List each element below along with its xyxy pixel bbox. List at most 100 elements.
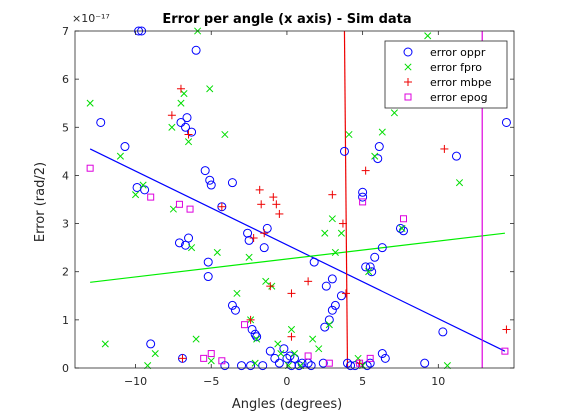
legend-label-3: error epog	[430, 91, 488, 104]
data-point-1-1-b	[101, 340, 109, 348]
data-point-0-22	[227, 300, 237, 310]
x-tick-label-3: 5	[359, 375, 366, 388]
data-point-0-18	[206, 180, 216, 190]
x-tick-label-4: 10	[431, 375, 445, 388]
data-point-0-10	[182, 113, 192, 123]
data-point-0-51	[327, 305, 337, 315]
data-markers	[86, 26, 511, 371]
data-point-0-66	[373, 154, 383, 164]
data-point-1-22-b	[262, 277, 270, 285]
data-point-0-38	[246, 361, 256, 371]
data-point-3-2	[175, 200, 183, 208]
legend-entry-2: error mbpe	[404, 76, 492, 89]
data-point-1-0	[86, 99, 94, 107]
legend: error oppr error fpro error mbpe error epog	[384, 40, 508, 109]
data-point-1-40	[371, 152, 379, 160]
data-point-0-6	[146, 339, 156, 349]
data-point-1-42	[390, 109, 398, 117]
data-point-3-1	[147, 193, 155, 201]
data-point-1-44-b	[424, 32, 432, 40]
data-point-2-11	[269, 193, 278, 202]
legend-label-2: error mbpe	[430, 76, 492, 89]
data-point-0-76	[501, 117, 511, 127]
data-point-0-14	[191, 45, 201, 55]
data-point-1-18	[233, 289, 241, 297]
data-point-1-32	[325, 321, 333, 329]
data-point-0-35	[279, 344, 289, 354]
data-point-1-12-b	[192, 335, 200, 343]
data-point-2-9	[260, 229, 269, 238]
data-point-1-48-b	[251, 359, 259, 367]
y-axis-label: Error (rad/2)	[33, 162, 48, 242]
data-point-2-12	[272, 200, 281, 209]
data-point-1-3	[131, 191, 140, 199]
data-point-2-8	[257, 200, 266, 209]
trend-line-1	[90, 232, 505, 283]
data-point-0-1	[120, 142, 130, 152]
data-point-2-2	[178, 354, 187, 363]
data-point-1-41	[378, 128, 386, 136]
data-point-0-27	[247, 324, 257, 334]
data-point-1-12	[192, 335, 200, 343]
data-point-1-35	[337, 229, 345, 237]
data-point-2-15	[287, 289, 296, 298]
data-point-3-14	[501, 347, 509, 355]
axes-box	[74, 30, 515, 369]
x-axis-label: Angles (degrees)	[232, 397, 342, 412]
data-point-1-43-b	[398, 224, 406, 232]
data-point-2-18	[338, 219, 347, 228]
data-point-3-13	[399, 215, 407, 223]
data-point-0-71	[395, 223, 405, 233]
data-point-0-55	[336, 291, 346, 301]
series-error-epog	[86, 164, 509, 367]
data-point-0-50	[324, 315, 334, 325]
data-point-1-1	[101, 340, 109, 348]
data-point-2-3	[184, 130, 193, 139]
legend-label-0: error oppr	[430, 46, 486, 59]
data-point-3-12	[366, 354, 374, 362]
legend-entry-1: error fpro	[404, 61, 482, 74]
data-point-0-24	[227, 178, 237, 188]
data-point-2-17	[328, 190, 337, 199]
data-point-0-25	[243, 228, 253, 238]
data-point-0-65	[370, 252, 380, 262]
data-point-0-70	[380, 353, 390, 363]
data-point-0-52	[330, 300, 340, 310]
y-tick-label-6: 6	[62, 73, 69, 86]
data-point-2-6	[249, 234, 258, 243]
data-point-1-8	[177, 99, 185, 107]
data-point-3-10	[356, 359, 364, 367]
data-point-1-8-b	[177, 99, 185, 107]
x-tick-label-1: −5	[203, 375, 219, 388]
data-point-3-7	[241, 321, 249, 329]
y-tick-label-0: 0	[62, 362, 69, 375]
data-point-1-31	[321, 229, 329, 237]
data-point-1-19-b	[245, 253, 253, 261]
legend-marker-3	[404, 93, 412, 101]
data-point-2-23	[502, 325, 511, 334]
data-point-1-39-b	[365, 268, 373, 276]
data-point-0-31	[262, 223, 272, 233]
data-point-0-37	[237, 361, 247, 371]
data-point-0-54	[327, 274, 337, 284]
series-error-fpro	[86, 27, 464, 370]
data-point-1-25	[277, 350, 285, 358]
data-point-0-73	[420, 358, 430, 368]
data-point-1-15	[207, 357, 215, 365]
data-point-1-14	[206, 85, 214, 93]
data-point-0-19	[203, 257, 213, 267]
data-point-0-67	[374, 142, 384, 152]
y-tick-label-2: 2	[62, 266, 69, 279]
y-tick-label-5: 5	[62, 121, 69, 134]
data-point-1-34-b	[331, 248, 339, 257]
data-point-1-24-b	[274, 340, 282, 348]
data-point-1-48	[251, 359, 259, 367]
data-point-3-11	[359, 198, 367, 206]
data-point-3-6	[218, 357, 226, 365]
data-point-1-4	[139, 181, 147, 189]
data-point-1-27	[290, 350, 299, 358]
data-point-1-17-b	[221, 130, 229, 139]
data-point-1-35-b	[337, 229, 345, 237]
data-point-1-46-b	[455, 179, 464, 187]
